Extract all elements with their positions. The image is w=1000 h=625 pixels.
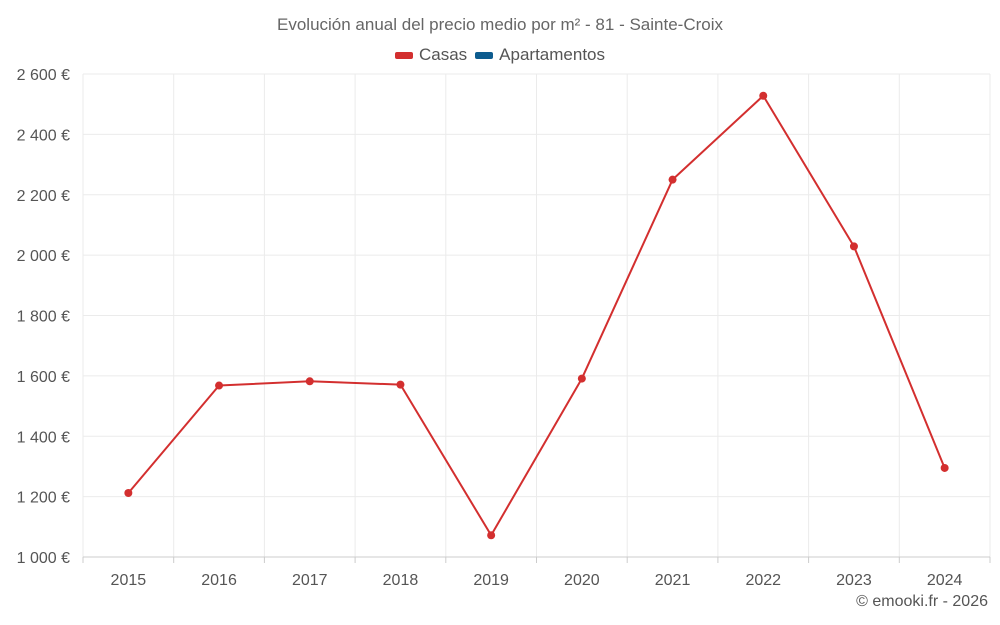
y-tick-label: 2 600 € <box>17 67 70 84</box>
grid-lines <box>82 73 991 557</box>
y-tick-label: 1 200 € <box>17 490 70 507</box>
series-lines <box>127 94 946 537</box>
data-point[interactable] <box>940 463 949 472</box>
legend: Casas Apartamentos <box>0 45 1000 65</box>
data-point[interactable] <box>668 175 677 184</box>
x-tick-label: 2024 <box>927 572 963 589</box>
legend-label-apartamentos: Apartamentos <box>499 45 606 64</box>
x-tick-label: 2017 <box>292 572 328 589</box>
y-tick-label: 1 800 € <box>17 309 70 326</box>
data-point[interactable] <box>759 91 768 100</box>
data-point[interactable] <box>305 377 314 386</box>
y-tick-label: 2 400 € <box>17 127 70 144</box>
x-tick-label: 2022 <box>745 572 781 589</box>
y-tick-label: 1 600 € <box>17 369 70 386</box>
legend-swatch-apartamentos <box>475 51 494 59</box>
data-point[interactable] <box>396 380 405 389</box>
y-tick-label: 1 400 € <box>17 429 70 446</box>
chart-title: Evolución anual del precio medio por m² … <box>277 15 723 34</box>
x-tick-label: 2016 <box>201 572 237 589</box>
legend-swatch-casas <box>394 51 413 59</box>
data-point[interactable] <box>124 489 133 498</box>
data-point[interactable] <box>487 531 496 540</box>
series-line-casas <box>127 94 946 537</box>
x-tick-label: 2021 <box>655 572 691 589</box>
x-tick-label: 2015 <box>111 572 147 589</box>
data-point[interactable] <box>849 242 858 251</box>
x-tick-label: 2020 <box>564 572 600 589</box>
x-tick-label: 2023 <box>836 572 872 589</box>
y-tick-label: 2 200 € <box>17 188 70 205</box>
legend-item-apartamentos[interactable]: Apartamentos <box>475 45 605 65</box>
data-point[interactable] <box>215 381 224 390</box>
data-point[interactable] <box>577 374 586 383</box>
y-tick-labels: 1 000 € 1 200 € 1 400 € 1 600 € 1 800 € 2 000… <box>17 67 70 567</box>
legend-label-casas: Casas <box>418 45 468 64</box>
credit-text: © emooki.fr - 2026 <box>856 593 988 610</box>
x-tick-label: 2018 <box>383 572 419 589</box>
x-tick-label: 2019 <box>473 572 509 589</box>
legend-item-casas[interactable]: Casas <box>394 45 468 65</box>
data-points <box>124 91 949 540</box>
y-tick-label: 1 000 € <box>17 550 70 567</box>
axes <box>82 556 991 563</box>
x-tick-labels: 2015 2016 2017 2018 2019 2020 2021 2022 2023 2024 <box>111 572 963 589</box>
y-tick-label: 2 000 € <box>17 248 70 265</box>
